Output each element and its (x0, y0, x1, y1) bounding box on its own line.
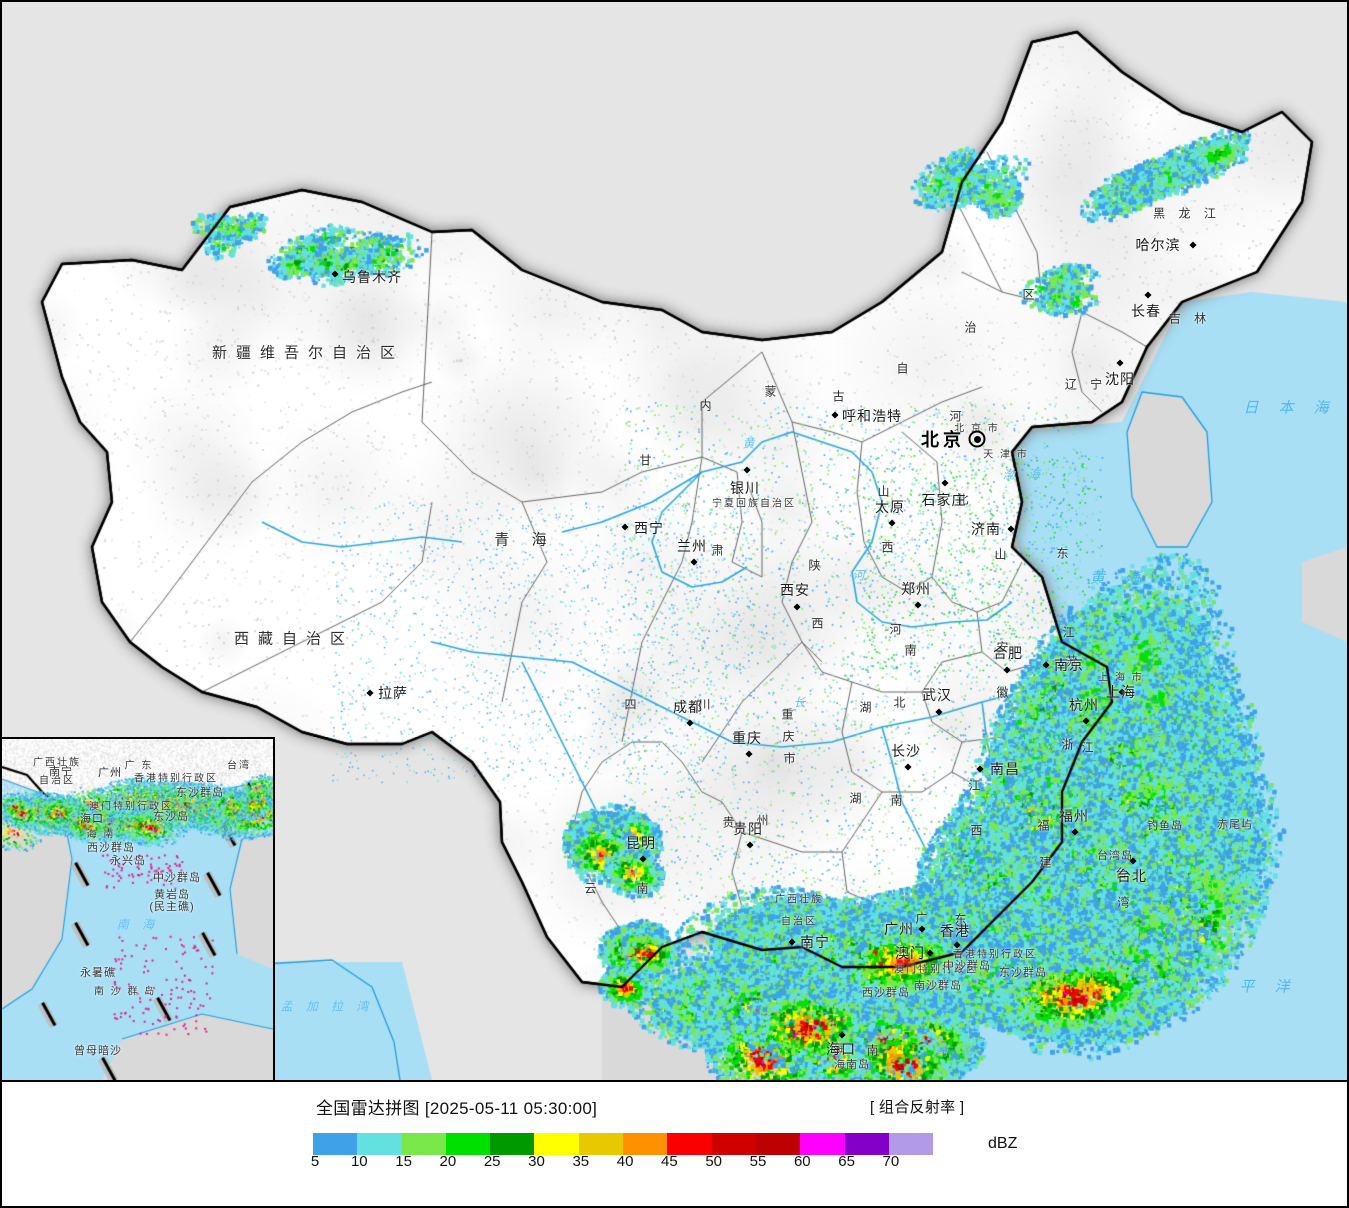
color-swatch-7 (623, 1133, 668, 1155)
tick-65: 65 (838, 1153, 855, 1170)
tick-60: 60 (793, 1153, 811, 1170)
south-china-sea-inset[interactable] (0, 737, 275, 1082)
color-swatch-5 (534, 1133, 579, 1155)
tick-20: 20 (439, 1153, 457, 1170)
capital-marker-beijing (968, 430, 986, 448)
color-swatch-6 (578, 1133, 624, 1155)
color-swatch-2 (401, 1133, 446, 1155)
legend-panel: 全国雷达拼图 [2025-05-11 05:30:00] [ 组合反射率 ] 审… (0, 1082, 1349, 1208)
tick-25: 25 (483, 1153, 501, 1170)
tick-35: 35 (572, 1153, 590, 1170)
color-swatch-11 (800, 1133, 845, 1155)
color-swatch-13 (888, 1133, 934, 1155)
tick-70: 70 (882, 1153, 900, 1170)
tick-45: 45 (661, 1153, 678, 1170)
tick-55: 55 (749, 1153, 767, 1170)
tick-30: 30 (528, 1153, 545, 1170)
tick-50: 50 (705, 1153, 723, 1170)
color-swatch-1 (357, 1133, 402, 1155)
color-swatch-12 (844, 1133, 889, 1155)
inset-map-canvas (2, 739, 273, 1080)
tick-40: 40 (616, 1153, 634, 1170)
color-swatch-9 (711, 1133, 756, 1155)
color-swatch-4 (490, 1133, 535, 1155)
color-swatch-8 (667, 1133, 712, 1155)
color-swatch-10 (755, 1133, 801, 1155)
dbz-tick-labels: 5 10 15 20 25 30 35 40 45 50 55 60 65 70 (0, 1153, 1349, 1173)
tick-15: 15 (395, 1153, 412, 1170)
tick-5: 5 (310, 1153, 320, 1170)
color-swatch-0 (313, 1133, 358, 1155)
map-title: 全国雷达拼图 [2025-05-11 05:30:00] (316, 1099, 598, 1118)
tick-10: 10 (350, 1153, 368, 1170)
legend-title-row: 全国雷达拼图 [2025-05-11 05:30:00] [ 组合反射率 ] (2, 1094, 1347, 1118)
dbz-unit-label: dBZ (988, 1135, 1018, 1152)
dbz-color-scale (313, 1133, 934, 1155)
color-swatch-3 (445, 1133, 491, 1155)
product-label: [ 组合反射率 ] (870, 1099, 965, 1116)
